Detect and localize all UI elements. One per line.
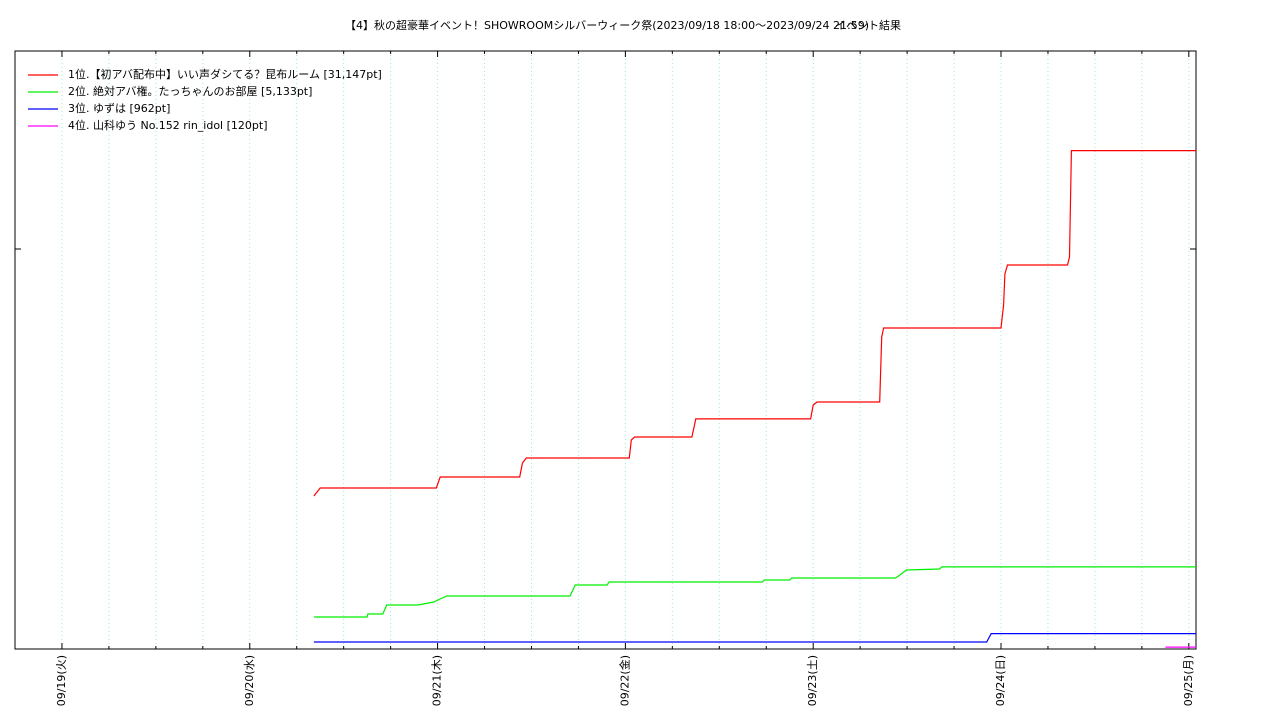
x-tick-label: 09/20(水) [243,655,256,706]
series-line [313,632,1196,643]
chart-title: 【4】秋の超豪華イベント！SHOWROOMシルバーウィーク祭(2023/09/1… [345,18,869,32]
legend-label: 2位. 絶対アバ権。たっちゃんのお部屋 [5,133pt] [68,84,312,98]
legend-label: 4位. 山科ゆう No.152 rin_idol [120pt] [68,118,268,132]
series-line [313,150,1196,497]
x-tick-label: 09/24(日) [994,655,1007,706]
x-tick-label: 09/19(火) [55,655,68,706]
x-tick-label: 09/22(金) [617,655,631,706]
x-tick-label: 09/21(木) [431,655,444,706]
x-tick-label: 09/25(月) [1182,655,1195,706]
legend-label: 3位. ゆずは [962pt] [68,101,170,115]
series-line [313,566,1196,618]
legend-label: 1位.【初アバ配布中】いい声ダシてる？昆布ルーム [31,147pt] [68,67,382,81]
plot-frame [14,50,1197,650]
x-tick-label: 09/23(土) [806,655,819,706]
chart-subtitle: イベント結果 [835,18,901,32]
